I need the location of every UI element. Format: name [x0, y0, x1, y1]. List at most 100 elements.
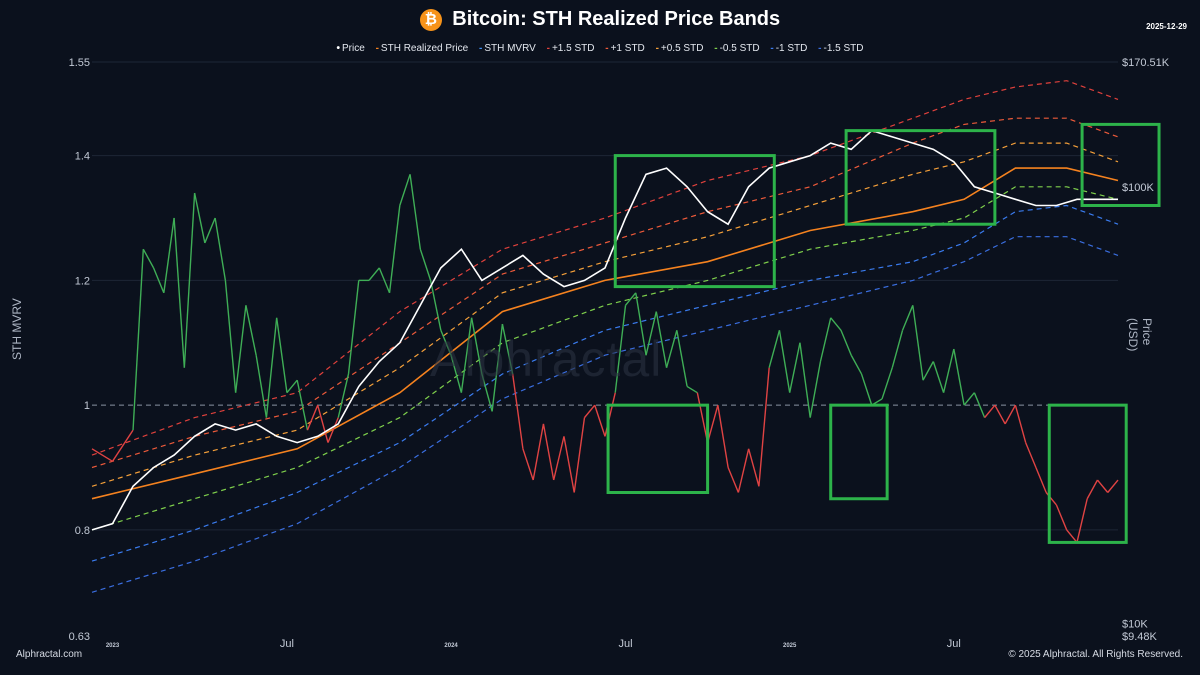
- highlight-box: [1080, 122, 1161, 207]
- y-tick-label: 1.55: [69, 57, 90, 69]
- mvrv-segment: [173, 217, 186, 368]
- mvrv-segment: [788, 342, 801, 393]
- legend-marker-price: •: [336, 43, 340, 54]
- mvrv-segment: [881, 367, 893, 400]
- mvrv-segment: [676, 330, 688, 387]
- legend-item-minus-0-5-std[interactable]: - -0.5 STD: [714, 43, 760, 54]
- legend-marker-sth-mvrv: -: [478, 43, 483, 54]
- mvrv-segment: [347, 280, 360, 375]
- mvrv-segment: [942, 348, 955, 393]
- x-tick-label: Jul: [280, 638, 294, 650]
- legend-item-sth-realized-price[interactable]: - STH Realized Price: [375, 43, 469, 54]
- x-tick-label: Jul: [947, 638, 961, 650]
- mvrv-segment: [193, 192, 206, 244]
- mvrv-segment: [973, 392, 986, 418]
- mvrv-segment: [1107, 479, 1119, 493]
- legend-item-price[interactable]: • Price: [336, 43, 365, 54]
- mvrv-segment: [214, 217, 227, 281]
- mvrv-segment: [932, 361, 945, 393]
- y-tick-label: 1.4: [75, 151, 90, 163]
- series--1-5-std: [91, 236, 1119, 593]
- y2-tick-label: $10K: [1122, 619, 1148, 631]
- mvrv-segment: [275, 317, 288, 393]
- mvrv-segment: [255, 355, 268, 418]
- mvrv-segment: [183, 192, 196, 368]
- mvrv-segment: [132, 249, 144, 431]
- mvrv-segment: [1035, 467, 1047, 493]
- bitcoin-icon: ₿: [419, 8, 442, 31]
- y-axis-title: STH MVRV: [10, 298, 24, 360]
- mvrv-segment: [399, 174, 411, 206]
- mvrv-segment: [317, 404, 329, 443]
- y2-tick-label: $170.51K: [1122, 57, 1170, 69]
- mvrv-segment: [799, 342, 811, 418]
- mvrv-segment: [481, 373, 493, 412]
- mvrv-segment: [614, 305, 627, 393]
- mvrv-segment: [1096, 479, 1109, 493]
- mvrv-segment: [388, 205, 401, 293]
- mvrv-segment: [686, 385, 698, 394]
- legend-item-sth-mvrv[interactable]: - STH MVRV: [478, 43, 536, 54]
- mvrv-segment: [1025, 442, 1037, 468]
- footer-site[interactable]: Alphractal.com: [16, 649, 83, 660]
- mvrv-segment: [830, 317, 842, 331]
- mvrv-segment: [953, 348, 965, 406]
- y2-axis-title: Price (USD): [1126, 318, 1154, 352]
- mvrv-segment: [234, 305, 247, 393]
- mvrv-segment: [245, 305, 257, 356]
- mvrv-segment: [532, 423, 545, 481]
- series--0-5-std: [91, 142, 1119, 487]
- mvrv-segment: [1004, 404, 1017, 425]
- highlight-box: [613, 154, 776, 289]
- mvrv-segment: [665, 330, 678, 368]
- mvrv-segment: [994, 404, 1006, 425]
- x-tick-label: 2023: [106, 643, 120, 649]
- y-tick-label: 0.8: [75, 525, 90, 537]
- legend-marker-plus-0-5-std: -: [655, 43, 659, 54]
- mvrv-segment: [378, 267, 391, 294]
- mvrv-segment: [624, 292, 637, 306]
- mvrv-segment: [419, 248, 432, 281]
- mvrv-segment: [306, 404, 319, 431]
- watermark: Alphractal: [430, 331, 663, 387]
- mvrv-segment: [429, 280, 442, 331]
- mvrv-segment: [337, 373, 350, 418]
- highlight-box: [829, 403, 889, 501]
- mvrv-segment: [922, 361, 934, 381]
- mvrv-segment: [583, 404, 596, 419]
- legend-item-plus-1-std[interactable]: - +1 STD: [605, 43, 645, 54]
- mvrv-segment: [1045, 492, 1057, 506]
- mvrv-segment: [984, 404, 996, 419]
- y-tick-label: 1: [84, 400, 90, 412]
- date-label: 2025-12-29: [1146, 22, 1187, 31]
- mvrv-segment: [573, 417, 586, 493]
- legend-item-plus-1-5-std[interactable]: - +1.5 STD: [546, 43, 595, 54]
- mvrv-segment: [696, 392, 709, 443]
- mvrv-segment: [809, 361, 822, 418]
- mvrv-segment: [706, 404, 719, 443]
- y-tick-label: 0.63: [69, 631, 90, 643]
- legend-marker-minus-0-5-std: -: [714, 43, 718, 54]
- mvrv-segment: [553, 436, 565, 481]
- x-tick-label: 2025: [783, 643, 797, 649]
- mvrv-segment: [327, 417, 339, 443]
- mvrv-segment: [542, 423, 555, 481]
- legend-item-minus-1-5-std[interactable]: - -1.5 STD: [818, 43, 864, 54]
- mvrv-segment: [111, 429, 134, 462]
- mvrv-segment: [204, 217, 216, 244]
- title-text: Bitcoin: STH Realized Price Bands: [452, 8, 781, 30]
- mvrv-segment: [152, 267, 165, 294]
- legend-item-minus-1-std[interactable]: - -1 STD: [770, 43, 808, 54]
- legend-marker-plus-1-5-std: -: [546, 43, 550, 54]
- y2-tick-label: $100K: [1122, 182, 1154, 194]
- legend-item-plus-0-5-std[interactable]: - +0.5 STD: [655, 43, 704, 54]
- series-sth-realized-price: [91, 167, 1119, 500]
- series-price: [91, 129, 1118, 531]
- chart-title: ₿ Bitcoin: STH Realized Price Bands: [0, 8, 1200, 31]
- mvrv-segment: [594, 404, 606, 437]
- mvrv-segment: [563, 436, 575, 493]
- mvrv-segment: [522, 448, 534, 481]
- mvrv-segment: [778, 330, 791, 393]
- series--1-std: [91, 117, 1119, 469]
